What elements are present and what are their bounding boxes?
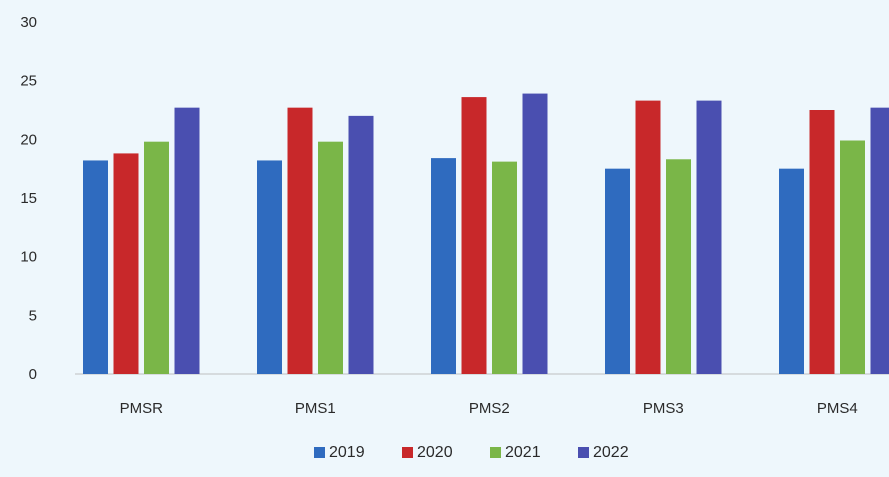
bar-2019-pms1: [257, 160, 282, 374]
y-tick-label: 15: [20, 190, 37, 207]
bar-2022-pmsr: [175, 108, 200, 374]
y-tick-label: 5: [29, 307, 37, 324]
bars: [83, 94, 889, 374]
bar-2019-pmsr: [83, 160, 108, 374]
legend: 2019 2020 2021 2022: [314, 444, 629, 461]
bar-2019-pms2: [431, 158, 456, 374]
x-category-label: PMS3: [643, 400, 684, 417]
bar-2019-pms3: [605, 169, 630, 374]
bar-2020-pms3: [636, 101, 661, 374]
legend-label: 2020: [417, 444, 453, 461]
bar-2021-pmsr: [144, 142, 169, 374]
bar-2021-pms3: [666, 159, 691, 374]
bar-2020-pms2: [462, 97, 487, 374]
legend-swatch-2020: [402, 447, 413, 458]
x-category-label: PMSR: [120, 400, 164, 417]
bar-2022-pms2: [523, 94, 548, 374]
bar-2019-pms4: [779, 169, 804, 374]
y-tick-label: 10: [20, 249, 37, 266]
x-axis-labels: PMSR PMS1 PMS2 PMS3 PMS4: [120, 400, 858, 417]
legend-swatch-2021: [490, 447, 501, 458]
bar-2022-pms4: [871, 108, 889, 374]
x-category-label: PMS4: [817, 400, 858, 417]
y-tick-label: 25: [20, 73, 37, 90]
legend-swatch-2022: [578, 447, 589, 458]
legend-label: 2021: [505, 444, 541, 461]
y-tick-label: 0: [29, 366, 37, 383]
bar-2021-pms1: [318, 142, 343, 374]
x-category-label: PMS1: [295, 400, 336, 417]
legend-label: 2022: [593, 444, 629, 461]
y-tick-label: 30: [20, 14, 37, 31]
bar-2021-pms4: [840, 141, 865, 374]
bar-2020-pms4: [810, 110, 835, 374]
bar-2020-pms1: [288, 108, 313, 374]
bar-2021-pms2: [492, 162, 517, 374]
legend-swatch-2019: [314, 447, 325, 458]
legend-label: 2019: [329, 444, 365, 461]
bar-2022-pms3: [697, 101, 722, 374]
y-tick-label: 20: [20, 131, 37, 148]
x-category-label: PMS2: [469, 400, 510, 417]
y-axis: 0 5 10 15 20 25 30: [20, 14, 37, 383]
bar-2022-pms1: [349, 116, 374, 374]
bar-2020-pmsr: [114, 153, 139, 374]
